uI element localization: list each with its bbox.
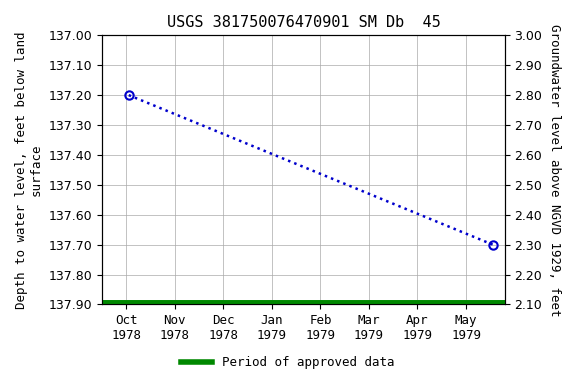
Title: USGS 381750076470901 SM Db  45: USGS 381750076470901 SM Db 45 [166, 15, 440, 30]
Legend: Period of approved data: Period of approved data [176, 351, 400, 374]
Y-axis label: Depth to water level, feet below land
surface: Depth to water level, feet below land su… [15, 31, 43, 309]
Y-axis label: Groundwater level above NGVD 1929, feet: Groundwater level above NGVD 1929, feet [548, 23, 561, 316]
